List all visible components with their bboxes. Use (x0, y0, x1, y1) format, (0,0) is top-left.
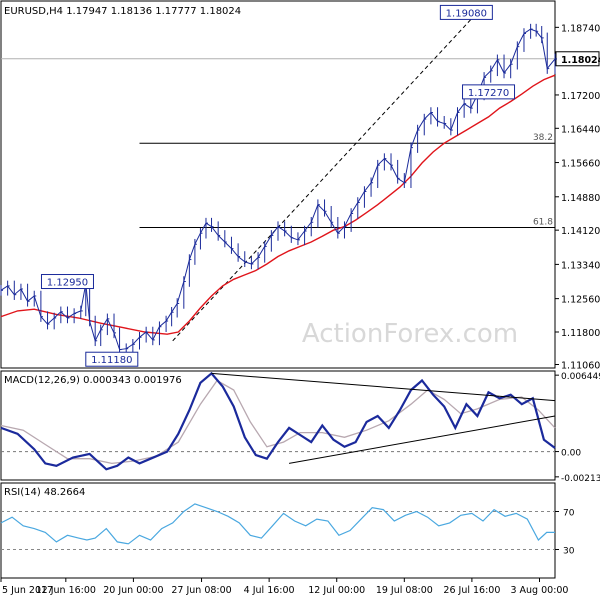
price-y-tick-label: 1.15660 (561, 159, 600, 170)
trend-channel-line (172, 12, 478, 342)
x-axis-tick-label: 4 Jul 16:00 (244, 585, 295, 596)
x-axis-tick-label: 26 Jul 16:00 (443, 585, 500, 596)
macd-trend-line (211, 372, 556, 402)
rsi-y-tick-label: 70 (563, 509, 575, 519)
current-price-label: 1.18024 (561, 55, 600, 66)
rsi-panel-frame (0, 482, 556, 579)
price-label-box (40, 274, 94, 290)
price-label-text: 1.12950 (47, 278, 88, 289)
price-y-tick-label: 1.12560 (561, 295, 600, 306)
price-line (0, 28, 556, 351)
rsi-line (0, 503, 555, 545)
x-axis-tick-label: 12 Jul 00:00 (308, 585, 365, 596)
price-header-text: EURUSD,H4 1.17947 1.18136 1.17777 1.1802… (4, 6, 241, 17)
rsi-title: RSI(14) 48.2664 (4, 487, 85, 498)
price-label-box (85, 351, 139, 367)
x-axis-tick-label: 12 Jun 16:00 (36, 585, 96, 596)
price-label-text: 1.11180 (91, 355, 132, 366)
price-y-tick-label: 1.14880 (561, 193, 600, 204)
price-panel-frame (0, 0, 556, 369)
price-y-tick-label: 1.17200 (561, 91, 600, 102)
fib-level-label: 61.8 (533, 218, 553, 228)
rsi-y-tick-label: 30 (563, 547, 575, 557)
price-y-tick-label: 1.13340 (561, 260, 600, 271)
x-axis-tick-label: 19 Jul 08:00 (376, 585, 433, 596)
price-label-text: 1.19080 (446, 8, 487, 19)
macd-y-tick-label: -0.002134 (561, 474, 600, 484)
x-axis-tick-label: 5 Jun 2017 (2, 585, 53, 596)
price-y-tick-label: 1.11060 (561, 360, 600, 371)
x-axis-tick-label: 27 Jun 08:00 (171, 585, 231, 596)
price-y-tick-label: 1.18740 (561, 23, 600, 34)
price-label-box (439, 4, 493, 20)
macd-trend-line (288, 415, 556, 464)
macd-signal-line (0, 379, 556, 465)
price-y-tick-label: 1.11800 (561, 328, 600, 339)
price-y-tick-label: 1.14120 (561, 226, 600, 237)
macd-y-tick-label: 0.00 (561, 449, 581, 459)
macd-y-tick-label: 0.006449 (561, 372, 600, 382)
x-axis-tick-label: 20 Jun 00:00 (103, 585, 163, 596)
fib-level-label: 38.2 (533, 133, 553, 143)
moving-average-line (0, 74, 556, 335)
price-label-text: 1.17270 (468, 88, 509, 99)
price-label-box (462, 84, 516, 100)
watermark-text: ActionForex.com (302, 319, 518, 349)
macd-line (0, 371, 556, 471)
x-axis-tick-label: 3 Aug 00:00 (510, 585, 568, 596)
price-y-tick-label: 1.16440 (561, 124, 600, 135)
macd-title: MACD(12,26,9) 0.000343 0.001976 (4, 375, 182, 386)
